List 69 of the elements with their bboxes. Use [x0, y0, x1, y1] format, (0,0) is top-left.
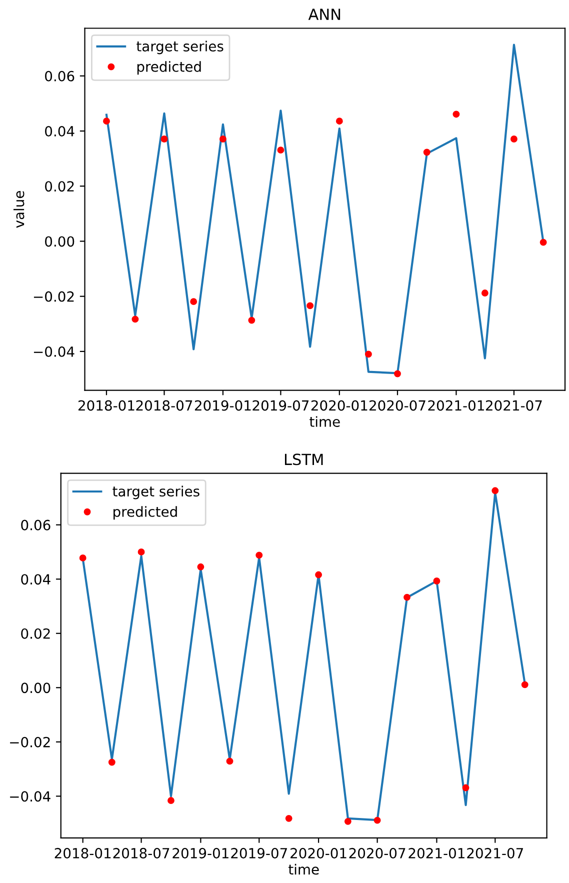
x-axis-title: time	[310, 416, 340, 427]
y-tick-label: 0.02	[21, 628, 50, 639]
point	[103, 118, 110, 125]
y-tick-label: 0.00	[21, 682, 50, 694]
point	[160, 136, 168, 142]
point	[510, 136, 518, 142]
y-tick-label: 0.06	[45, 70, 74, 82]
point	[306, 302, 314, 310]
x-tick-label: 2018-07	[113, 848, 170, 858]
chart-title: LSTM	[284, 454, 323, 466]
x-tick-label: 2019-07	[231, 848, 287, 858]
point	[336, 118, 343, 125]
point	[138, 548, 145, 556]
point	[168, 797, 174, 804]
legend-label: target series	[136, 40, 224, 54]
y-tick-label: 0.00	[45, 236, 74, 247]
point	[132, 316, 139, 323]
x-tick-label: 2020-07	[349, 848, 406, 858]
x-tick-label: 2019-01	[194, 400, 251, 411]
y-tick-label: −0.04	[10, 791, 50, 802]
x-tick-label: 2018-01	[54, 848, 111, 858]
point	[374, 816, 381, 824]
chart-title: ANN	[308, 8, 340, 20]
x-tick-label: 2021-07	[467, 848, 523, 858]
legend-label: target series	[112, 486, 200, 500]
x-axis-title: time	[288, 864, 319, 875]
point	[108, 758, 116, 766]
point	[462, 784, 470, 792]
point	[219, 136, 226, 142]
y-tick-label: 0.06	[21, 520, 50, 530]
x-tick-label: 2021-07	[486, 400, 542, 411]
point	[481, 290, 488, 296]
y-tick-label: −0.02	[34, 291, 74, 302]
point	[344, 818, 352, 825]
x-tick-label: 2018-07	[136, 400, 192, 411]
point	[404, 594, 410, 601]
point	[256, 552, 263, 559]
point	[433, 578, 440, 584]
point	[423, 148, 430, 156]
x-tick-label: 2019-01	[172, 848, 228, 858]
y-tick-label: 0.02	[45, 181, 74, 192]
x-tick-label: 2020-07	[369, 400, 426, 411]
point	[452, 110, 460, 118]
x-tick-label: 2019-07	[252, 400, 309, 411]
y-tick-label: 0.04	[45, 126, 74, 136]
point	[394, 370, 401, 378]
point	[277, 146, 284, 154]
point	[226, 758, 234, 765]
legend-label: predicted	[137, 61, 201, 75]
y-tick-label: −0.04	[34, 346, 74, 357]
x-tick-label: 2021-01	[408, 848, 464, 858]
legend-label: predicted	[114, 506, 177, 520]
point	[285, 814, 292, 822]
y-axis-title: value	[14, 191, 24, 228]
point	[521, 681, 528, 688]
x-tick-label: 2020-01	[290, 848, 346, 858]
y-tick-label: 0.04	[21, 574, 50, 585]
point	[197, 563, 204, 570]
point	[540, 238, 547, 246]
point	[248, 316, 256, 324]
point	[190, 298, 198, 306]
point	[315, 571, 322, 578]
y-tick-label: −0.02	[10, 736, 50, 748]
point	[79, 554, 86, 562]
point	[364, 350, 372, 358]
x-tick-label: 2018-01	[78, 400, 134, 411]
x-tick-label: 2020-01	[311, 400, 368, 411]
x-tick-label: 2021-01	[428, 400, 484, 411]
point	[492, 487, 499, 494]
